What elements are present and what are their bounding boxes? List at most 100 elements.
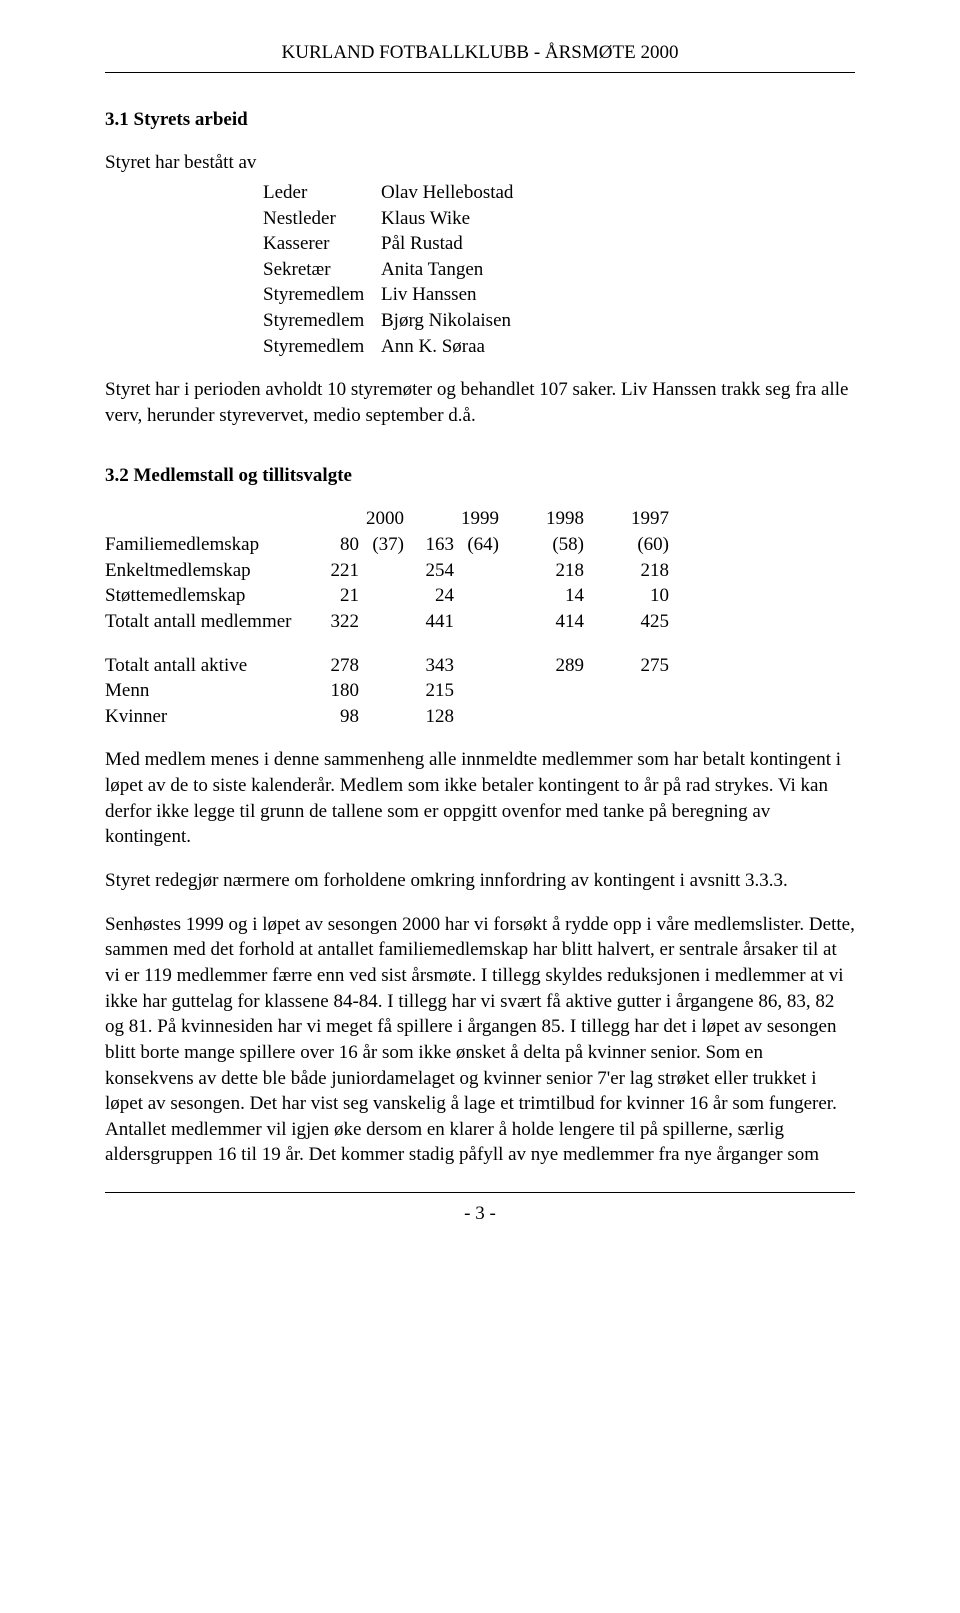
cell: 218 (584, 558, 669, 584)
board-name: Klaus Wike (381, 206, 521, 232)
cell: 441 (404, 609, 454, 635)
members-row: Enkeltmedlemskap 221 254 218 218 (105, 558, 669, 584)
cell: 24 (404, 583, 454, 609)
cell: 80 (309, 532, 359, 558)
members-row: Totalt antall aktive 278 343 289 275 (105, 653, 669, 679)
cell (359, 704, 404, 730)
members-row: Familiemedlemskap 80 (37) 163 (64) (58) … (105, 532, 669, 558)
cell: 275 (584, 653, 669, 679)
cell: (64) (454, 532, 499, 558)
blank-cell (404, 506, 454, 532)
cell: (37) (359, 532, 404, 558)
board-name: Pål Rustad (381, 231, 521, 257)
cell (454, 583, 499, 609)
cell: 343 (404, 653, 454, 679)
section32-para3: Senhøstes 1999 og i løpet av sesongen 20… (105, 912, 855, 1117)
board-name: Ann K. Søraa (381, 334, 521, 360)
cell: 98 (309, 704, 359, 730)
cell: 215 (404, 678, 454, 704)
board-name: Olav Hellebostad (381, 180, 521, 206)
board-role: Styremedlem (263, 334, 381, 360)
cell: 254 (404, 558, 454, 584)
cell: 221 (309, 558, 359, 584)
section32-para4: Antallet medlemmer vil igjen øke dersom … (105, 1117, 855, 1168)
cell: 278 (309, 653, 359, 679)
row-label: Totalt antall aktive (105, 653, 309, 679)
cell: (58) (499, 532, 584, 558)
board-role: Styremedlem (263, 308, 381, 334)
members-row: Støttemedlemskap 21 24 14 10 (105, 583, 669, 609)
board-role: Kasserer (263, 231, 381, 257)
cell (359, 558, 404, 584)
section32-para2: Styret redegjør nærmere om forholdene om… (105, 868, 855, 894)
footer-rule (105, 1192, 855, 1193)
cell (499, 678, 584, 704)
board-name: Liv Hanssen (381, 282, 521, 308)
year-header: 2000 (359, 506, 404, 532)
cell: 425 (584, 609, 669, 635)
cell: (60) (584, 532, 669, 558)
cell (359, 678, 404, 704)
cell (359, 583, 404, 609)
cell (454, 609, 499, 635)
board-row: StyremedlemBjørg Nikolaisen (263, 308, 521, 334)
board-row: SekretærAnita Tangen (263, 257, 521, 283)
year-header: 1998 (499, 506, 584, 532)
cell (454, 678, 499, 704)
cell: 218 (499, 558, 584, 584)
cell (359, 653, 404, 679)
row-label: Støttemedlemskap (105, 583, 309, 609)
members-table: 2000 1999 1998 1997 Familiemedlemskap 80… (105, 506, 669, 729)
board-role: Nestleder (263, 206, 381, 232)
row-label: Menn (105, 678, 309, 704)
cell: 180 (309, 678, 359, 704)
board-name: Bjørg Nikolaisen (381, 308, 521, 334)
cell: 163 (404, 532, 454, 558)
cell: 414 (499, 609, 584, 635)
board-role: Sekretær (263, 257, 381, 283)
cell: 10 (584, 583, 669, 609)
blank-cell (105, 506, 309, 532)
members-row: Menn 180 215 (105, 678, 669, 704)
year-header: 1999 (454, 506, 499, 532)
board-row: StyremedlemAnn K. Søraa (263, 334, 521, 360)
section32-para1: Med medlem menes i denne sammenheng alle… (105, 747, 855, 850)
cell (499, 704, 584, 730)
cell (454, 558, 499, 584)
cell (454, 653, 499, 679)
document-header: KURLAND FOTBALLKLUBB - ÅRSMØTE 2000 (105, 40, 855, 66)
cell: 14 (499, 583, 584, 609)
board-role: Leder (263, 180, 381, 206)
board-role: Styremedlem (263, 282, 381, 308)
row-label: Enkeltmedlemskap (105, 558, 309, 584)
cell (584, 678, 669, 704)
page-number: - 3 - (105, 1201, 855, 1227)
section-31-title: 3.1 Styrets arbeid (105, 107, 855, 133)
document-page: KURLAND FOTBALLKLUBB - ÅRSMØTE 2000 3.1 … (0, 0, 960, 1257)
row-label: Totalt antall medlemmer (105, 609, 309, 635)
board-row: LederOlav Hellebostad (263, 180, 521, 206)
blank-cell (309, 506, 359, 532)
board-row: StyremedlemLiv Hanssen (263, 282, 521, 308)
header-rule (105, 72, 855, 73)
row-label: Familiemedlemskap (105, 532, 309, 558)
section31-para: Styret har i perioden avholdt 10 styremø… (105, 377, 855, 428)
cell: 128 (404, 704, 454, 730)
year-header: 1997 (584, 506, 669, 532)
spacer-row (105, 635, 669, 653)
board-intro: Styret har bestått av (105, 150, 855, 176)
members-row: Totalt antall medlemmer 322 441 414 425 (105, 609, 669, 635)
cell: 21 (309, 583, 359, 609)
cell (454, 704, 499, 730)
board-name: Anita Tangen (381, 257, 521, 283)
cell: 289 (499, 653, 584, 679)
cell (584, 704, 669, 730)
row-label: Kvinner (105, 704, 309, 730)
members-header-row: 2000 1999 1998 1997 (105, 506, 669, 532)
board-table: LederOlav Hellebostad NestlederKlaus Wik… (263, 180, 521, 359)
cell (359, 609, 404, 635)
section-32-title: 3.2 Medlemstall og tillitsvalgte (105, 463, 855, 489)
cell: 322 (309, 609, 359, 635)
members-row: Kvinner 98 128 (105, 704, 669, 730)
board-row: KassererPål Rustad (263, 231, 521, 257)
